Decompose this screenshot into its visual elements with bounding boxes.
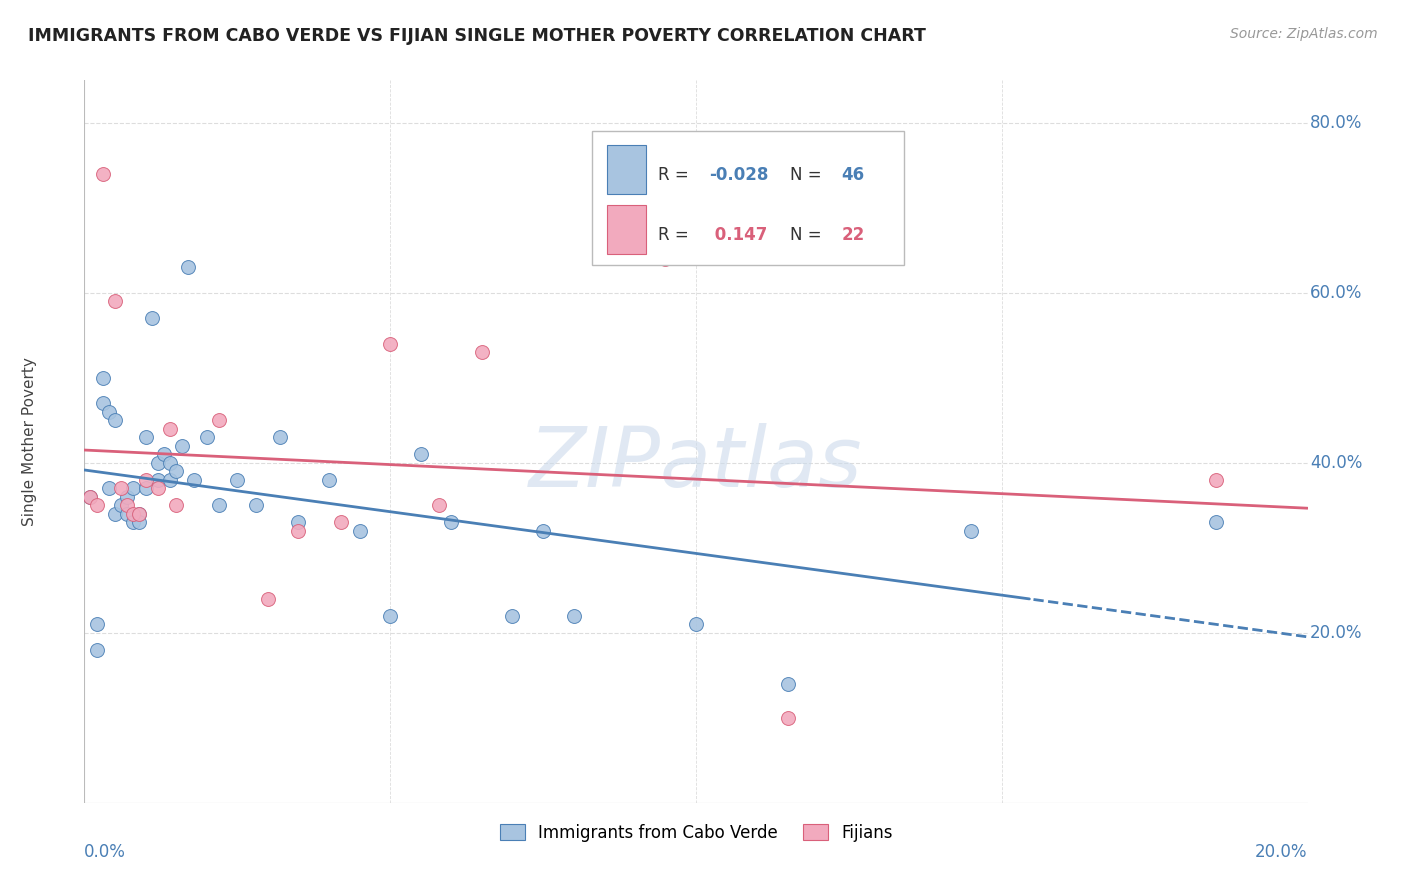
Point: [91, 396, 114, 410]
Text: Source: ZipAtlas.com: Source: ZipAtlas.com: [1230, 27, 1378, 41]
Text: 40.0%: 40.0%: [1310, 454, 1362, 472]
Point: [183, 473, 205, 487]
Point: [115, 498, 138, 512]
Point: [110, 481, 132, 495]
Point: [287, 516, 309, 530]
Point: [1205, 516, 1227, 530]
Point: [245, 498, 267, 512]
Point: [86, 498, 108, 512]
Text: N =: N =: [790, 166, 827, 184]
Point: [562, 608, 585, 623]
Point: [960, 524, 983, 538]
Point: [104, 413, 127, 427]
Point: [135, 473, 157, 487]
Point: [146, 456, 169, 470]
Point: [208, 498, 231, 512]
Legend: Immigrants from Cabo Verde, Fijians: Immigrants from Cabo Verde, Fijians: [494, 817, 898, 848]
Point: [110, 498, 132, 512]
Point: [128, 507, 150, 521]
Text: 80.0%: 80.0%: [1310, 114, 1362, 132]
Point: [86, 617, 108, 632]
Point: [115, 490, 138, 504]
Point: [380, 336, 402, 351]
Point: [135, 481, 157, 495]
Point: [776, 677, 799, 691]
Point: [135, 430, 157, 444]
Point: [177, 260, 200, 275]
Point: [159, 473, 181, 487]
Point: [330, 516, 353, 530]
Point: [146, 481, 169, 495]
Point: [97, 481, 120, 495]
Point: [79, 490, 101, 504]
Point: [104, 507, 127, 521]
Text: 60.0%: 60.0%: [1310, 284, 1362, 301]
Point: [91, 167, 114, 181]
Point: [122, 516, 145, 530]
Text: 20.0%: 20.0%: [1256, 843, 1308, 861]
Bar: [606, 204, 645, 254]
Text: 22: 22: [842, 226, 865, 244]
Point: [146, 473, 169, 487]
Text: 46: 46: [842, 166, 865, 184]
Point: [79, 490, 101, 504]
Point: [159, 422, 181, 436]
Text: 0.0%: 0.0%: [84, 843, 127, 861]
Point: [141, 311, 163, 326]
Point: [91, 371, 114, 385]
Point: [159, 456, 181, 470]
Text: N =: N =: [790, 226, 827, 244]
Point: [409, 447, 432, 461]
Point: [287, 524, 309, 538]
Point: [165, 498, 187, 512]
Text: 20.0%: 20.0%: [1310, 624, 1362, 642]
Point: [115, 507, 138, 521]
Point: [318, 473, 340, 487]
Point: [1205, 473, 1227, 487]
Point: [128, 507, 150, 521]
Point: [531, 524, 554, 538]
Point: [685, 617, 707, 632]
Text: Single Mother Poverty: Single Mother Poverty: [22, 357, 37, 526]
Point: [440, 516, 463, 530]
Point: [195, 430, 218, 444]
Point: [226, 473, 249, 487]
Point: [269, 430, 291, 444]
Point: [128, 516, 150, 530]
Point: [153, 447, 176, 461]
Point: [380, 608, 402, 623]
Text: R =: R =: [658, 166, 695, 184]
Point: [208, 413, 231, 427]
Point: [471, 345, 494, 359]
Point: [776, 711, 799, 725]
Point: [86, 642, 108, 657]
FancyBboxPatch shape: [592, 131, 904, 265]
Point: [122, 507, 145, 521]
Text: 0.147: 0.147: [710, 226, 768, 244]
Point: [427, 498, 450, 512]
Point: [502, 608, 524, 623]
Point: [122, 481, 145, 495]
Text: IMMIGRANTS FROM CABO VERDE VS FIJIAN SINGLE MOTHER POVERTY CORRELATION CHART: IMMIGRANTS FROM CABO VERDE VS FIJIAN SIN…: [28, 27, 927, 45]
Text: -0.028: -0.028: [710, 166, 769, 184]
Text: ZIPatlas: ZIPatlas: [529, 423, 863, 504]
Point: [97, 405, 120, 419]
Bar: [606, 145, 645, 194]
Point: [165, 464, 187, 478]
Point: [349, 524, 371, 538]
Point: [654, 252, 676, 266]
Point: [172, 439, 194, 453]
Point: [104, 294, 127, 309]
Text: R =: R =: [658, 226, 695, 244]
Point: [257, 591, 280, 606]
